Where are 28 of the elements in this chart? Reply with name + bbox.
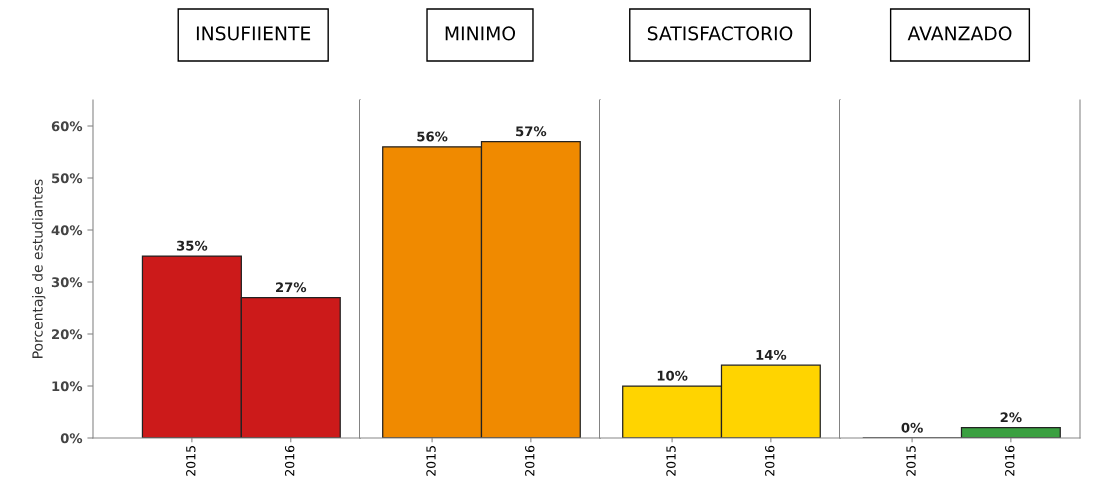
y-tick-label: 60% xyxy=(51,121,83,132)
data-label: 10% xyxy=(657,370,688,381)
x-tick-label: 2015 xyxy=(906,446,916,476)
chart-title: INSUFIIENTE xyxy=(196,26,311,41)
x-tick-label: 2015 xyxy=(666,446,676,476)
x-tick-label: 2016 xyxy=(765,445,775,476)
x-tick-label: 2015 xyxy=(186,446,196,476)
x-tick-label: 2016 xyxy=(284,445,295,476)
y-tick-label: 40% xyxy=(51,225,83,236)
data-label: 57% xyxy=(516,126,547,137)
data-label: 14% xyxy=(756,349,787,360)
data-label: 56% xyxy=(417,131,448,142)
y-tick-label: 20% xyxy=(52,329,83,340)
data-label: 35% xyxy=(176,240,208,251)
chart-title: AVANZADO xyxy=(907,26,1012,41)
data-label: 0% xyxy=(901,422,923,433)
y-axis-title: Porcentaje de estudiantes xyxy=(32,179,46,358)
data-label: 2% xyxy=(1000,412,1022,423)
chart-title: MINIMO xyxy=(445,26,516,41)
y-tick-label: 0% xyxy=(60,433,83,444)
x-tick-label: 2015 xyxy=(426,446,436,476)
chart-title: SATISFACTORIO xyxy=(647,26,793,41)
y-tick-label: 10% xyxy=(52,381,83,392)
x-tick-label: 2016 xyxy=(1005,445,1015,476)
x-tick-label: 2016 xyxy=(525,445,535,476)
y-tick-label: 50% xyxy=(52,173,83,184)
data-label: 27% xyxy=(276,282,307,293)
y-tick-label: 30% xyxy=(51,277,83,288)
